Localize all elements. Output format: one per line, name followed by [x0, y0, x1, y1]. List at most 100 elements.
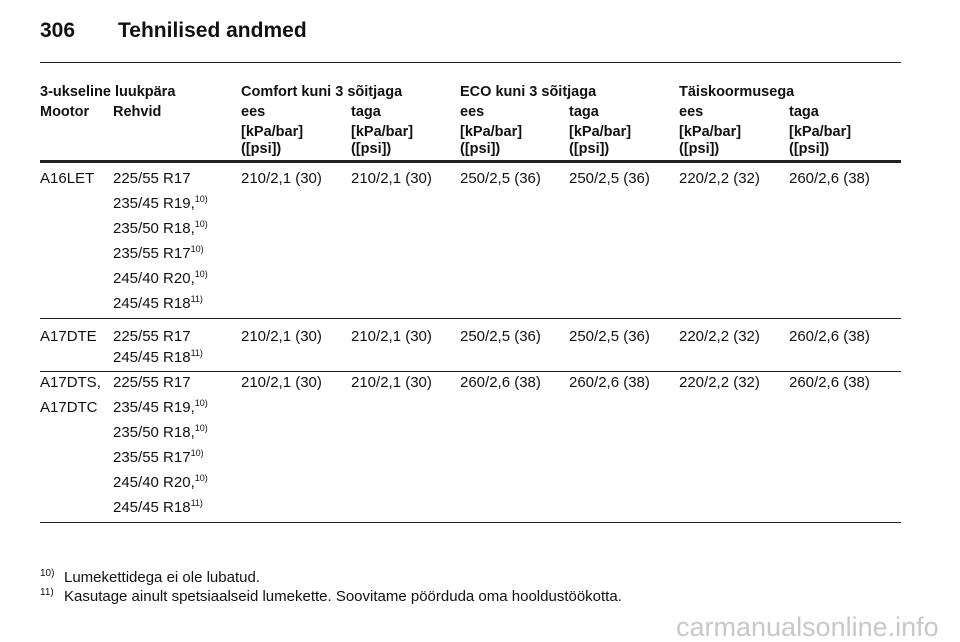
pressure: 210/2,1 (30)	[241, 374, 322, 392]
unit-label: [kPa/bar]	[351, 123, 413, 141]
footnote-ref: 10)	[194, 194, 208, 204]
text: A17DTS,	[40, 374, 101, 391]
text: 250/2,5 (36)	[569, 170, 650, 187]
text: 235/50 R18,	[113, 424, 195, 441]
pressure: 220/2,2 (32)	[679, 170, 760, 188]
column-header: taga	[789, 103, 819, 121]
text: Rehvid	[113, 104, 162, 120]
pressure: 260/2,6 (38)	[789, 328, 870, 346]
pressure: 260/2,6 (38)	[460, 374, 541, 392]
unit-label: [kPa/bar]	[241, 123, 303, 141]
table-rule	[40, 371, 901, 372]
text: 260/2,6 (38)	[789, 170, 870, 187]
text: 260/2,6 (38)	[789, 374, 870, 391]
tire-size: 235/45 R19,10)	[113, 399, 208, 417]
text: 210/2,1 (30)	[241, 328, 322, 345]
unit-label: ([psi])	[351, 140, 391, 158]
pressure: 210/2,1 (30)	[241, 328, 322, 346]
text: taga	[569, 104, 599, 120]
column-header: ees	[241, 103, 265, 121]
unit-label: ([psi])	[460, 140, 500, 158]
pressure: 250/2,5 (36)	[569, 170, 650, 188]
text: 10)	[40, 568, 55, 579]
engine: A17DTC	[40, 399, 98, 417]
text: 245/45 R18	[113, 499, 191, 516]
group-header: Comfort kuni 3 sõitjaga	[241, 83, 402, 101]
table-rule	[40, 522, 901, 523]
footnote-mark: 11)	[40, 584, 54, 602]
tire-size: 225/55 R17	[113, 374, 191, 392]
unit-label: ([psi])	[679, 140, 719, 158]
unit-label: [kPa/bar]	[569, 123, 631, 141]
tire-size: 235/50 R18,10)	[113, 220, 208, 238]
pressure: 260/2,6 (38)	[789, 170, 870, 188]
footnote-text: Kasutage ainult spetsiaalseid lumekette.…	[64, 588, 622, 606]
text: 210/2,1 (30)	[351, 374, 432, 391]
footnote-mark: 10)	[40, 565, 54, 583]
pressure: 250/2,5 (36)	[569, 328, 650, 346]
text: 220/2,2 (32)	[679, 328, 760, 345]
tire-size: 245/45 R1811)	[113, 349, 203, 367]
tire-size: 235/45 R19,10)	[113, 195, 208, 213]
text: ([psi])	[241, 141, 282, 157]
footnote-ref: 10)	[194, 269, 208, 279]
tire-size: 245/40 R20,10)	[113, 270, 208, 288]
tire-size: 245/45 R1811)	[113, 499, 203, 517]
text: 235/45 R19,	[113, 195, 195, 212]
column-header: Rehvid	[113, 103, 161, 121]
text: A17DTC	[40, 399, 98, 416]
pressure: 260/2,6 (38)	[569, 374, 650, 392]
column-header: ees	[460, 103, 484, 121]
text: A17DTE	[40, 328, 97, 345]
tire-size: 245/45 R1811)	[113, 295, 203, 313]
column-header: taga	[569, 103, 599, 121]
tire-size: 235/55 R1710)	[113, 245, 204, 263]
pressure: 210/2,1 (30)	[351, 170, 432, 188]
text: Lumekettidega ei ole lubatud.	[64, 569, 260, 586]
text: 260/2,6 (38)	[569, 374, 650, 391]
pressure: 250/2,5 (36)	[460, 328, 541, 346]
text: [kPa/bar]	[679, 124, 742, 140]
footnote-ref: 10)	[194, 398, 208, 408]
footnote-ref: 10)	[190, 244, 204, 254]
text: 245/40 R20,	[113, 270, 195, 287]
text: 225/55 R17	[113, 328, 191, 345]
text: 250/2,5 (36)	[460, 328, 541, 345]
text: ECO kuni 3 sõitjaga	[460, 84, 597, 100]
text: 235/50 R18,	[113, 220, 195, 237]
table-rule	[40, 318, 901, 319]
text: taga	[789, 104, 819, 120]
text: 250/2,5 (36)	[460, 170, 541, 187]
text: ([psi])	[351, 141, 392, 157]
text: ([psi])	[569, 141, 610, 157]
text: 245/45 R18	[113, 295, 191, 312]
tire-size: 235/50 R18,10)	[113, 424, 208, 442]
column-header: ees	[679, 103, 703, 121]
engine: A17DTE	[40, 328, 97, 346]
text: 225/55 R17	[113, 170, 191, 187]
pressure: 260/2,6 (38)	[789, 374, 870, 392]
text: 11)	[40, 587, 54, 598]
text: 306	[40, 19, 76, 42]
tire-size: 245/40 R20,10)	[113, 474, 208, 492]
pressure: 210/2,1 (30)	[351, 374, 432, 392]
text: 235/45 R19,	[113, 399, 195, 416]
footnote-ref: 11)	[190, 498, 203, 508]
engine: A16LET	[40, 170, 94, 188]
text: 210/2,1 (30)	[241, 374, 322, 391]
text: ([psi])	[679, 141, 720, 157]
watermark: carmanualsonline.info	[676, 612, 939, 642]
text: [kPa/bar]	[789, 124, 852, 140]
text: 260/2,6 (38)	[460, 374, 541, 391]
text: taga	[351, 104, 381, 120]
text: ees	[241, 104, 266, 120]
group-header: Täiskoormusega	[679, 83, 794, 101]
text: Tehnilised andmed	[118, 19, 307, 42]
text: 245/45 R18	[113, 349, 191, 366]
tire-size: 235/55 R1710)	[113, 449, 204, 467]
pressure: 220/2,2 (32)	[679, 374, 760, 392]
text: 225/55 R17	[113, 374, 191, 391]
text: 250/2,5 (36)	[569, 328, 650, 345]
text: 245/40 R20,	[113, 474, 195, 491]
